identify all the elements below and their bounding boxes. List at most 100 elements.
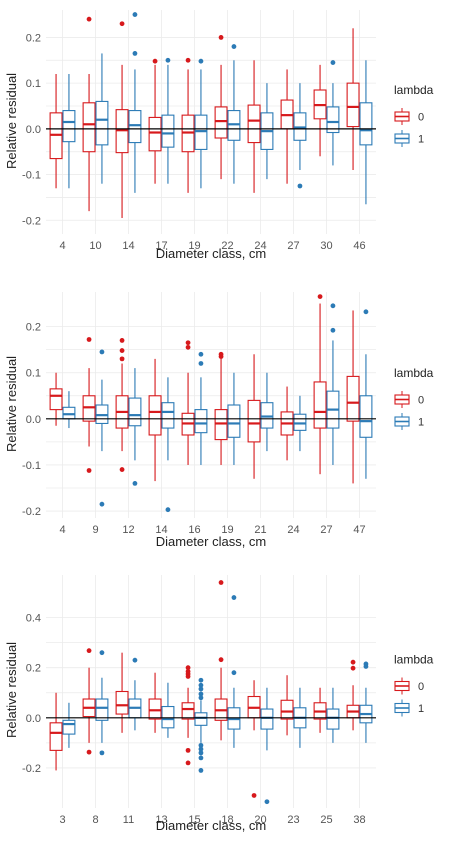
box-lambda-1-class-13: [161, 682, 175, 738]
box-lambda-1-class-14: [128, 12, 142, 193]
box-iqr: [346, 375, 360, 422]
outlier-point: [165, 57, 171, 63]
x-tick-label: 23: [287, 814, 299, 826]
box-iqr: [181, 702, 195, 720]
legend-key-lambda-1: [394, 413, 410, 430]
outlier-point: [218, 657, 224, 663]
outlier-point: [185, 340, 191, 346]
outlier-point: [86, 468, 92, 473]
outlier-point: [185, 344, 191, 350]
box-lambda-0-class-14: [115, 21, 129, 218]
box-iqr: [227, 110, 241, 141]
x-axis-title: Diameter class, cm: [156, 246, 267, 261]
box-iqr: [161, 114, 175, 148]
box-lambda-0-class-10: [82, 16, 96, 212]
y-tick-label: 0.0: [26, 124, 41, 136]
legend-label: 1: [418, 417, 424, 429]
box-lambda-0-class-15: [181, 665, 195, 766]
x-tick-label: 12: [122, 524, 134, 536]
box-lambda-1-class-25: [326, 687, 340, 743]
legend-label: 1: [418, 134, 424, 146]
box-iqr: [359, 395, 373, 438]
outlier-point: [198, 677, 204, 683]
x-tick-label: 21: [254, 524, 266, 536]
outlier-point: [132, 12, 138, 17]
box-iqr: [346, 82, 360, 128]
box-iqr: [49, 722, 63, 751]
box-iqr: [82, 395, 96, 422]
x-axis-title: Diameter class, cm: [156, 534, 267, 549]
y-tick-label: 0.0: [26, 414, 41, 426]
x-axis-title: Diameter class, cm: [156, 818, 267, 833]
box-iqr: [161, 402, 175, 429]
box-lambda-1-class-16: [194, 351, 208, 465]
y-tick-label: 0.4: [26, 613, 41, 625]
box-lambda-1-class-19: [194, 58, 208, 189]
box-lambda-1-class-47: [359, 309, 373, 479]
box-lambda-1-class-30: [326, 60, 340, 166]
outlier-point: [119, 356, 125, 362]
box-lambda-0-class-19: [181, 57, 195, 193]
box-lambda-0-class-25: [313, 687, 327, 733]
box-lambda-1-class-15: [194, 677, 208, 773]
box-lambda-0-class-20: [247, 680, 261, 798]
outlier-point: [119, 21, 125, 27]
box-lambda-0-class-19: [214, 351, 228, 465]
box-iqr: [49, 388, 63, 411]
box-lambda-1-class-24: [260, 83, 274, 180]
outlier-point: [317, 294, 323, 300]
legend-label: 1: [418, 703, 424, 715]
box-lambda-1-class-19: [227, 372, 241, 465]
x-tick-label: 4: [59, 524, 65, 536]
box-lambda-0-class-27: [313, 294, 327, 475]
box-lambda-1-class-22: [227, 44, 241, 184]
legend-title: lambda: [394, 653, 434, 667]
outlier-point: [330, 303, 336, 309]
y-tick-label: 0.2: [26, 32, 41, 44]
outlier-point: [198, 351, 204, 357]
box-iqr: [313, 381, 327, 429]
x-tick-label: 14: [155, 524, 167, 536]
box-lambda-0-class-4: [49, 74, 63, 189]
outlier-point: [198, 746, 204, 752]
legend-key-lambda-0: [394, 677, 410, 695]
outlier-point: [86, 749, 92, 755]
box-lambda-1-class-11: [128, 657, 142, 731]
legend-label: 0: [418, 395, 424, 407]
outlier-point: [297, 183, 303, 189]
box-lambda-0-class-22: [214, 35, 228, 180]
box-lambda-1-class-24: [293, 395, 307, 452]
y-tick-label: -0.1: [22, 170, 41, 182]
outlier-point: [185, 674, 191, 679]
outlier-point: [198, 361, 204, 366]
box-lambda-0-class-46: [346, 28, 360, 170]
x-tick-label: 27: [320, 524, 332, 536]
box-iqr: [280, 699, 294, 720]
box-lambda-1-class-12: [128, 368, 142, 486]
box-lambda-1-class-4: [62, 391, 76, 429]
box-lambda-1-class-8: [95, 650, 109, 756]
outlier-point: [330, 327, 336, 333]
outlier-point: [132, 481, 138, 486]
x-tick-label: 24: [287, 524, 299, 536]
outlier-point: [218, 580, 224, 585]
outlier-point: [165, 507, 171, 513]
panel-1: -0.2-0.10.00.10.24 10 14 17 19 22 24 27 30 46Diam…: [4, 10, 434, 261]
outlier-point: [119, 467, 125, 472]
legend-key-lambda-0: [394, 108, 410, 125]
outlier-point: [99, 750, 105, 756]
outlier-point: [198, 742, 204, 748]
x-tick-label: 38: [353, 814, 365, 826]
box-iqr: [326, 106, 340, 134]
y-tick-label: -0.2: [22, 506, 41, 518]
box-iqr: [128, 110, 142, 144]
outlier-point: [363, 309, 369, 315]
outlier-point: [185, 747, 191, 753]
box-lambda-1-class-4: [62, 74, 76, 189]
x-tick-label: 24: [254, 240, 266, 252]
x-tick-label: 30: [320, 240, 332, 252]
x-tick-label: 13: [155, 814, 167, 826]
box-lambda-0-class-16: [181, 340, 195, 465]
x-tick-label: 22: [221, 240, 233, 252]
x-tick-label: 16: [188, 524, 200, 536]
